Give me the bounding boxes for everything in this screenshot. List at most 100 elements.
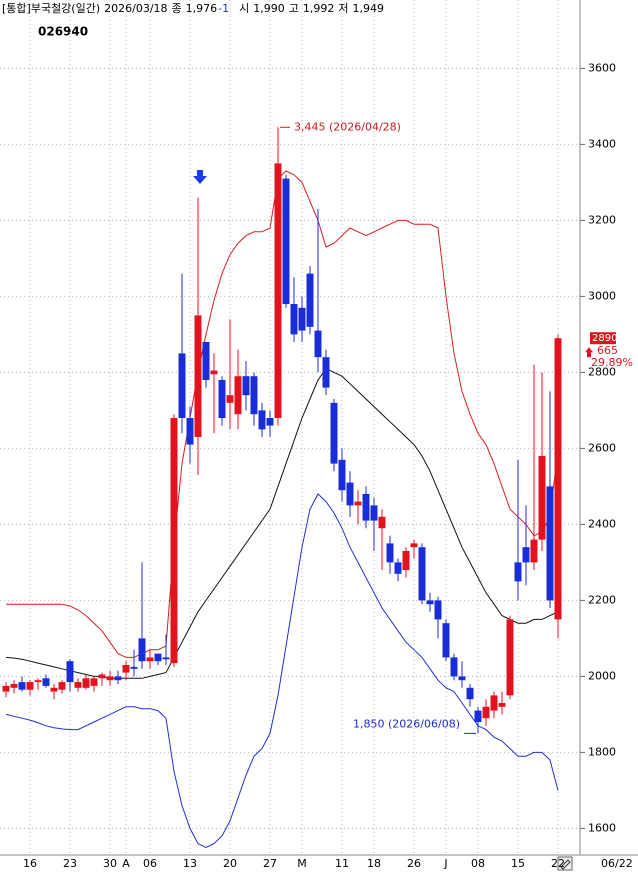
label: 시 [239,2,250,15]
stock-name: [통합]부국철강(일간) [2,2,101,15]
x-tick-label: 16 [23,857,37,870]
x-tick-label: 11 [335,857,349,870]
y-tick-label: 3600 [588,61,616,74]
x-tick-label: 22 [551,857,565,870]
value: 1,976 [185,2,218,15]
candle-body [250,376,258,415]
x-tick-label: 15 [511,857,525,870]
candle-body [154,653,162,662]
last-price: 2890 [592,333,617,344]
label: 종 [171,2,182,15]
candle-body [314,330,322,358]
annotation: 3,445 (2026/04/28) [294,120,401,133]
stock-code: 026940 [38,25,88,39]
candle-body [26,682,34,690]
candle-body [146,657,154,662]
label: 저 [338,2,349,15]
candle-body [290,304,298,335]
last-price-box [590,332,616,345]
candle-body [34,680,42,683]
up-arrow [585,347,593,358]
candle-body [114,676,122,681]
candle-body [202,342,210,380]
value: 1,992 [302,2,335,15]
candle-body [530,539,538,563]
candle-body [522,547,530,563]
value: 1,949 [352,2,385,15]
x-tick-label: 20 [223,857,237,870]
candle-body [266,418,274,426]
candle-body [82,678,90,688]
y-tick-label: 2400 [588,517,616,530]
y-tick-label: 1800 [588,745,616,758]
y-tick-label: 2800 [588,365,616,378]
candle-body [130,666,138,669]
candle-body [394,562,402,574]
candle-body [538,456,546,540]
candle-body [346,482,354,506]
candle-body [210,370,218,375]
change: -1 [218,2,230,15]
candle-body [426,600,434,605]
candle-body [322,357,330,388]
y-tick-label: 3200 [588,213,616,226]
candle-body [306,273,314,327]
candle-body [162,657,170,660]
candle-body [450,657,458,677]
candle-body [330,402,338,464]
band-line [6,170,559,658]
candle-body [170,418,178,664]
change-pct: 29.89% [591,356,633,369]
plot-area [0,0,580,855]
y-tick-label: 2600 [588,441,616,454]
band-line [5,493,559,848]
annotation: 1,850 (2026/06/08) [353,717,460,730]
signal-arrow [193,170,207,184]
candle-body [378,516,386,529]
candle-body [298,307,306,331]
last-date: 06/22 [601,857,633,870]
candle-body [74,682,82,688]
candle-body [282,178,290,304]
value: 1,990 [253,2,285,15]
candle-body [482,706,490,719]
candle-body [242,376,250,396]
candle-body [474,710,482,722]
candle-body [546,486,554,601]
candle-body [490,695,498,711]
candle-body [554,338,562,620]
candle-body [90,678,98,686]
candle-body [234,376,242,415]
candle-body [226,395,234,403]
candle-body [498,703,506,707]
band-line [5,367,559,679]
candle-body [458,676,466,681]
candle-body [410,543,418,548]
candle-body [418,547,426,601]
x-tick-label: 26 [407,857,421,870]
x-tick-label: 23 [63,857,77,870]
candle-body [122,665,130,673]
date: 2026/03/18 [104,2,168,15]
candle-body [442,623,450,658]
candle-body [466,687,474,700]
x-tick-label: 08 [471,857,485,870]
candle-body [186,418,194,445]
candle-body [434,600,442,620]
y-tick-label: 1600 [588,821,616,834]
y-tick-label: 2200 [588,593,616,606]
candle-body [106,676,114,681]
candle-body [506,619,514,696]
candle-body [370,505,378,521]
candle-body [258,410,266,430]
candle-body [178,353,186,418]
change: 665 [597,344,618,357]
x-tick-label: J [443,857,447,870]
candle-body [218,380,226,418]
candle-body [362,494,370,521]
candle-body [138,638,146,662]
x-tick-label: 18 [367,857,381,870]
y-tick-label: 3400 [588,137,616,150]
candle-body [10,684,18,688]
